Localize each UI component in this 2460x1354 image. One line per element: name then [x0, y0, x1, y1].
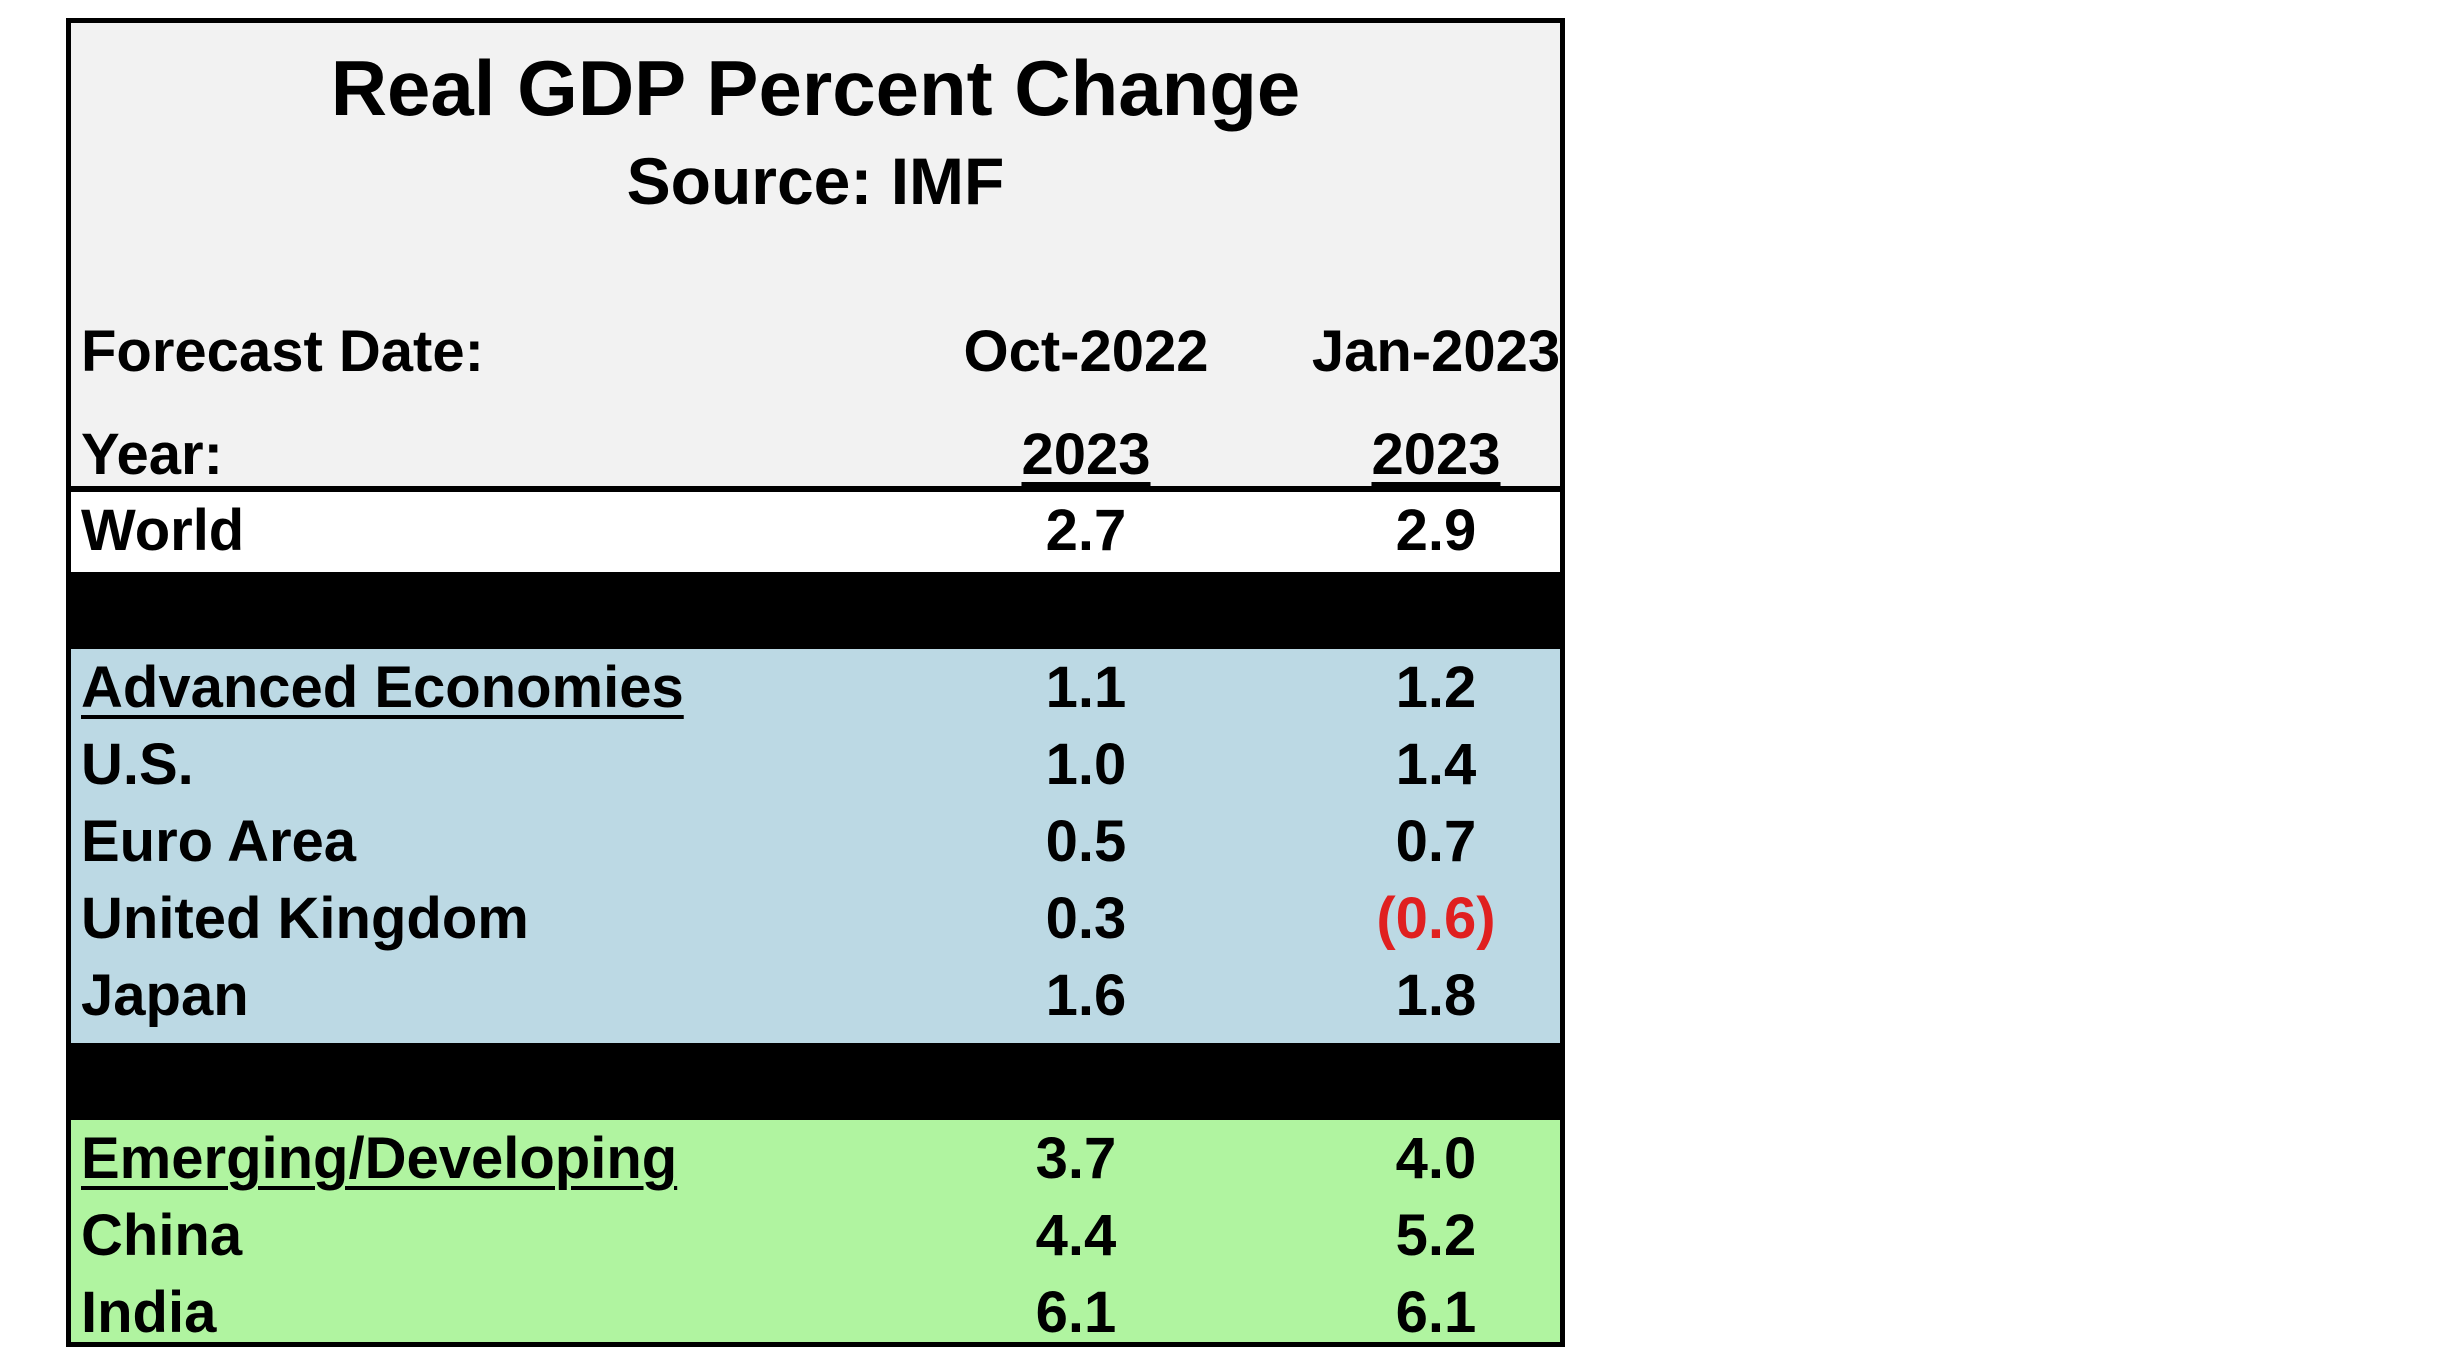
value-oct: 0.5 [1045, 809, 1127, 874]
table-source: Source: IMF [626, 144, 1005, 218]
row-label: India [81, 1280, 217, 1345]
value-jan: 1.8 [1395, 963, 1477, 1028]
negative-value-jan: (0.6) [1376, 886, 1496, 951]
value-oct: 1.1 [1045, 655, 1127, 720]
year-jan: 2023 [1371, 422, 1501, 487]
value-jan: 0.7 [1395, 809, 1477, 874]
emerging-developing-heading: Emerging/Developing [81, 1126, 678, 1191]
forecast-date-row: Forecast Date: Oct-2022 Jan-2023 [71, 313, 1560, 390]
value-jan: 5.2 [1395, 1203, 1477, 1268]
value-oct: 3.7 [1035, 1126, 1117, 1191]
world-row: World 2.7 2.9 [71, 492, 1560, 572]
row-label: Japan [81, 963, 249, 1028]
year-oct: 2023 [1021, 422, 1151, 487]
value-oct: 4.4 [1035, 1203, 1117, 1268]
world-label: World [81, 498, 245, 563]
forecast-date-jan: Jan-2023 [1311, 319, 1561, 384]
table-row: China 4.4 5.2 [71, 1197, 1560, 1274]
value-jan: 6.1 [1395, 1280, 1477, 1345]
emerging-developing-section: Emerging/Developing 3.7 4.0 China 4.4 5.… [71, 1120, 1560, 1345]
row-label: United Kingdom [81, 886, 529, 951]
year-row: Year: 2023 2023 [71, 416, 1560, 493]
value-jan: 1.2 [1395, 655, 1477, 720]
table-row: U.S. 1.0 1.4 [71, 726, 1560, 803]
row-label: Euro Area [81, 809, 357, 874]
value-oct: 6.1 [1035, 1280, 1117, 1345]
table-row: Euro Area 0.5 0.7 [71, 803, 1560, 880]
world-jan: 2.9 [1395, 498, 1477, 563]
advanced-economies-section: Advanced Economies 1.1 1.2 U.S. 1.0 1.4 … [71, 649, 1560, 1043]
value-jan: 1.4 [1395, 732, 1477, 797]
value-oct: 1.6 [1045, 963, 1127, 1028]
table-row: Japan 1.6 1.8 [71, 957, 1560, 1034]
gdp-table: Real GDP Percent Change Source: IMF Fore… [66, 18, 1565, 1347]
row-label: China [81, 1203, 243, 1268]
table-row: Advanced Economies 1.1 1.2 [71, 649, 1560, 726]
value-oct: 1.0 [1045, 732, 1127, 797]
table-row: Emerging/Developing 3.7 4.0 [71, 1120, 1560, 1197]
advanced-economies-heading: Advanced Economies [81, 655, 684, 720]
row-label: U.S. [81, 732, 194, 797]
table-row: United Kingdom 0.3 (0.6) [71, 880, 1560, 957]
table-row: India 6.1 6.1 [71, 1274, 1560, 1351]
header-divider [71, 486, 1560, 492]
forecast-date-oct: Oct-2022 [963, 319, 1209, 384]
value-jan: 4.0 [1395, 1126, 1477, 1191]
world-oct: 2.7 [1045, 498, 1127, 563]
table-title: Real GDP Percent Change [330, 44, 1301, 132]
forecast-date-label: Forecast Date: [81, 319, 484, 384]
year-label: Year: [81, 422, 223, 487]
table-header: Real GDP Percent Change Source: IMF Fore… [71, 23, 1560, 492]
value-oct: 0.3 [1045, 886, 1127, 951]
